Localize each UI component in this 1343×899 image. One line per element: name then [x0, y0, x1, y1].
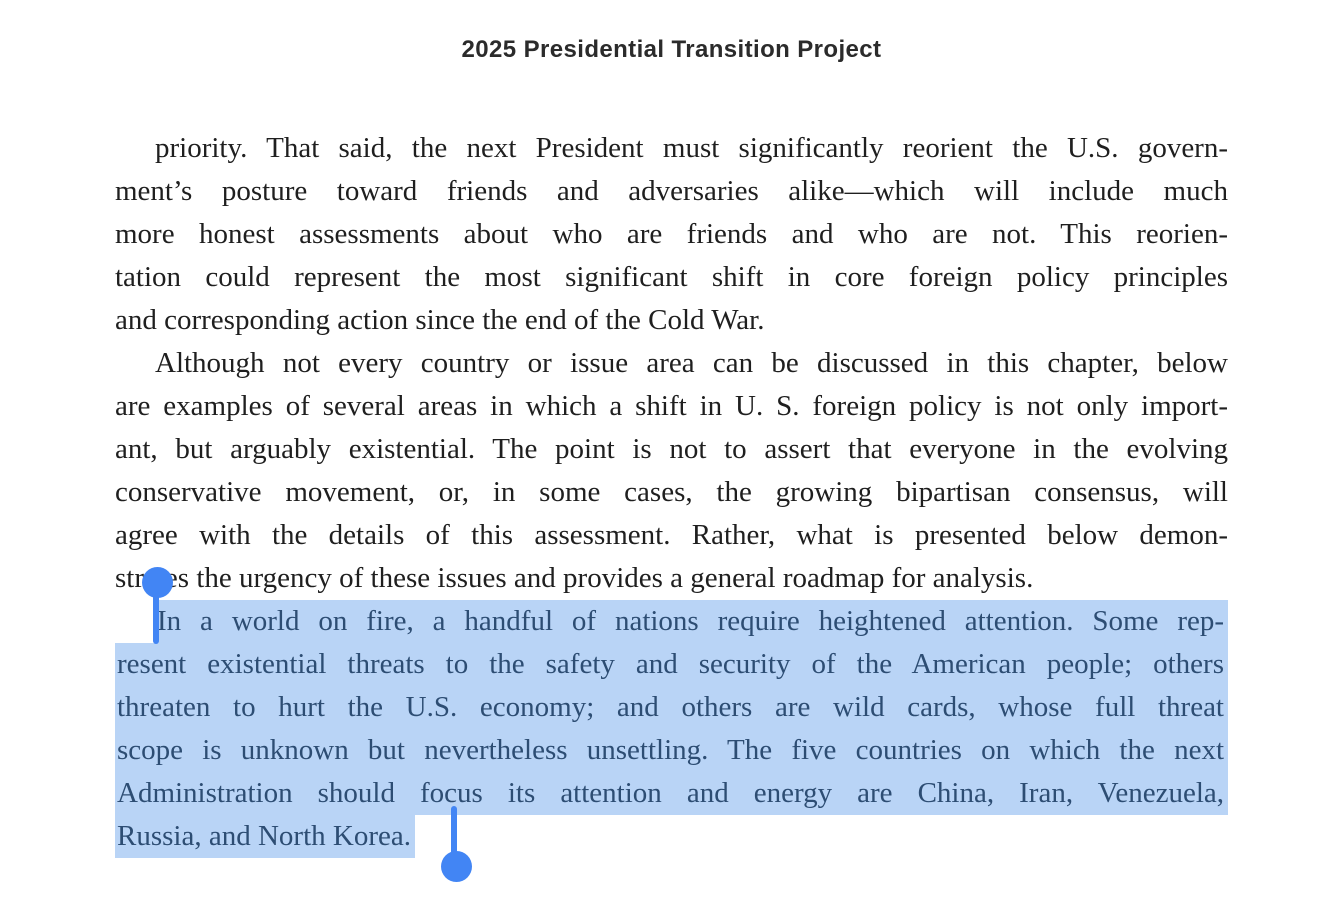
text-line: Administration should focus its attentio… [115, 772, 1228, 815]
text-line: scope is unknown but nevertheless unsett… [115, 729, 1228, 772]
text-line: resent existential threats to the safety… [115, 643, 1228, 686]
text-line: strates the urgency of these issues and … [115, 562, 1034, 594]
text-line: In a world on fire, a handful of nations… [115, 600, 1228, 643]
text-line: Russia, and North Korea. [115, 815, 1228, 858]
text-line: priority. That said, the next President … [155, 132, 1228, 164]
paragraph: Although not every country or issue area… [115, 342, 1228, 600]
document-body: priority. That said, the next President … [115, 127, 1228, 858]
selected-text[interactable]: threaten to hurt the U.S. economy; and o… [115, 686, 1228, 729]
selected-text[interactable]: Russia, and North Korea. [115, 815, 415, 858]
page-title: 2025 Presidential Transition Project [461, 36, 882, 63]
text-line: tation could represent the most signific… [115, 261, 1228, 293]
selected-text[interactable]: Administration should focus its attentio… [115, 772, 1228, 815]
text-line: threaten to hurt the U.S. economy; and o… [115, 686, 1228, 729]
text-line: conservative movement, or, in some cases… [115, 476, 1228, 508]
selected-text[interactable]: resent existential threats to the safety… [115, 643, 1228, 686]
paragraph: priority. That said, the next President … [115, 127, 1228, 342]
selection-handle-start-icon[interactable] [142, 567, 173, 598]
selected-text[interactable]: scope is unknown but nevertheless unsett… [115, 729, 1228, 772]
text-line: agree with the details of this assessmen… [115, 519, 1228, 551]
text-line: are examples of several areas in which a… [115, 390, 1228, 422]
selection-handle-end-stem[interactable] [451, 806, 457, 856]
text-line: and corresponding action since the end o… [115, 304, 765, 336]
selected-text[interactable]: In a world on fire, a handful of nations… [155, 600, 1228, 643]
text-line: ment’s posture toward friends and advers… [115, 175, 1228, 207]
text-line: ant, but arguably existential. The point… [115, 433, 1228, 465]
paragraph-selected: In a world on fire, a handful of nations… [115, 600, 1228, 858]
selection-handle-start-stem[interactable] [153, 583, 159, 644]
text-line: Although not every country or issue area… [155, 347, 1228, 379]
selection-handle-end-icon[interactable] [441, 851, 472, 882]
text-line: more honest assessments about who are fr… [115, 218, 1228, 250]
